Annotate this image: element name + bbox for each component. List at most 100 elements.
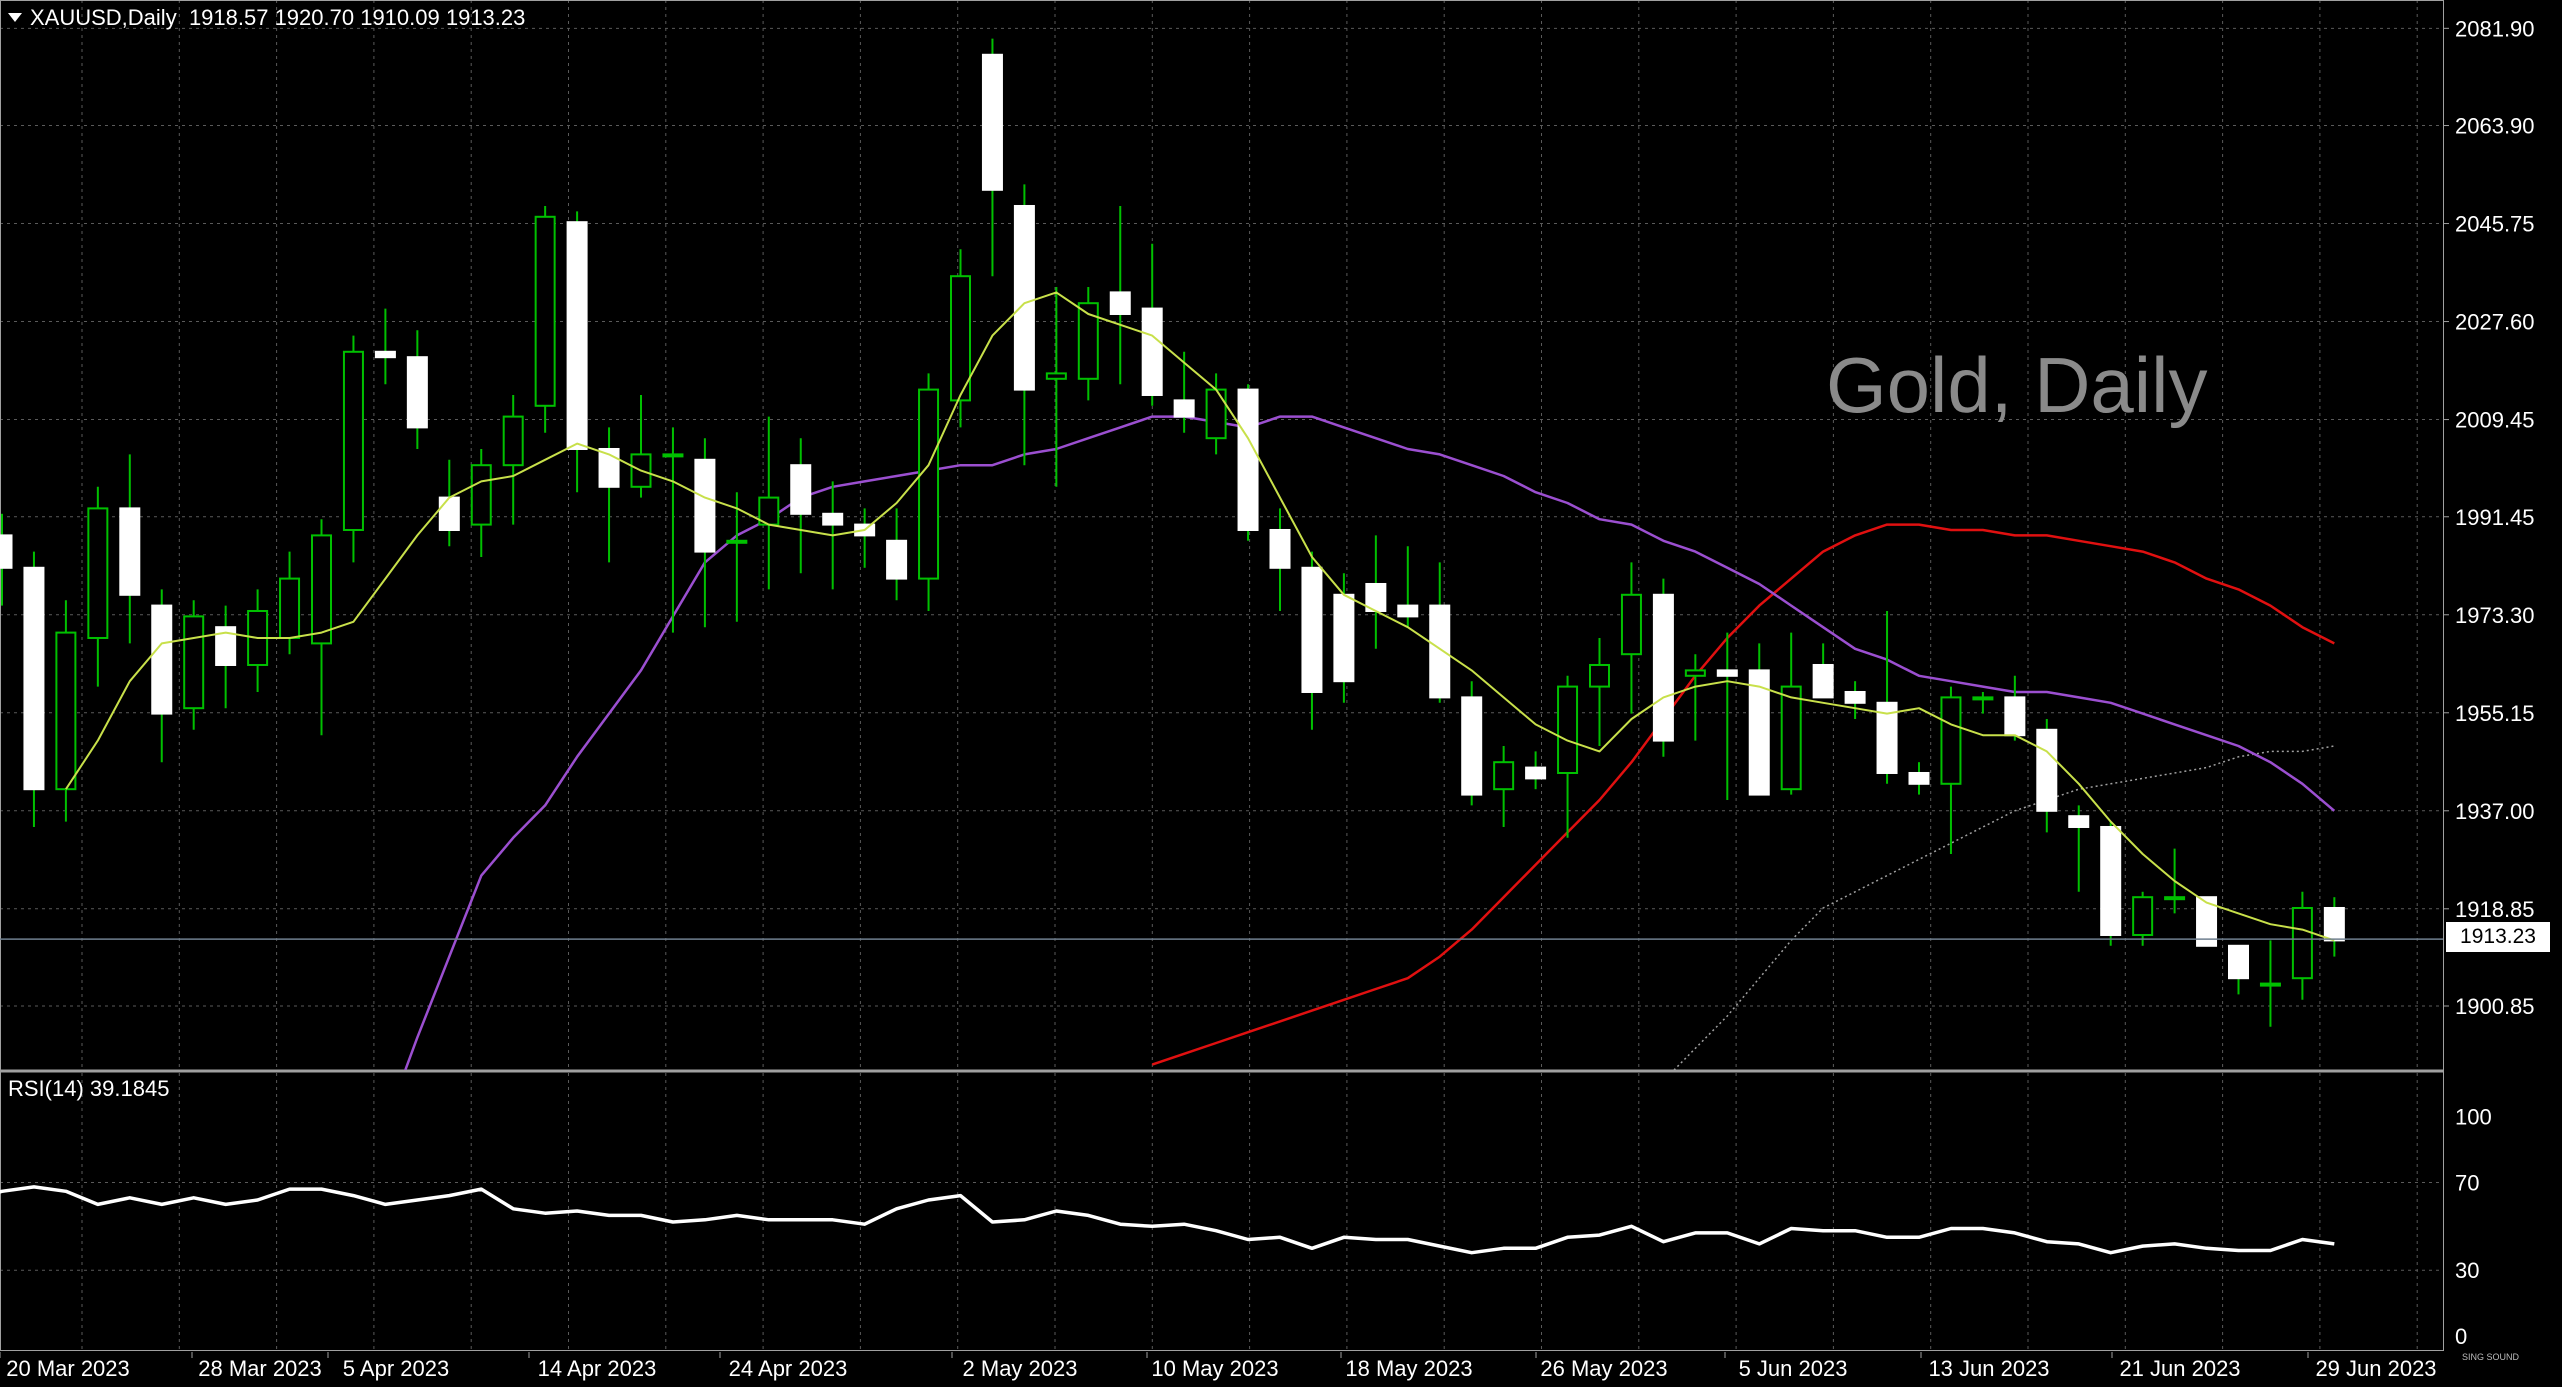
candle-body-down — [438, 496, 460, 531]
candle-body-up — [1972, 696, 1994, 701]
candle-body-down — [1748, 669, 1770, 796]
candle-body-up — [87, 507, 109, 639]
price-axis: 2081.90 2063.90 2045.75 2027.60 2009.45 1991.… — [2443, 16, 2535, 1019]
candle-body-down — [1876, 701, 1898, 774]
x-tick-label: 28 Mar 2023 — [198, 1356, 322, 1381]
candle-body-down — [1333, 593, 1355, 683]
candle-body-down — [981, 53, 1003, 191]
candle-body-down — [374, 350, 396, 359]
candle-body-down — [1397, 604, 1419, 618]
plot-border — [0, 0, 2444, 1351]
candle-body-down — [1013, 204, 1035, 391]
candle-body-down — [215, 626, 237, 666]
rsi-tick-label: 70 — [2455, 1170, 2479, 1195]
candle-body-up — [2291, 906, 2313, 980]
rsi-path — [0, 1185, 2335, 1255]
y-tick-label: 2009.45 — [2455, 408, 2535, 433]
x-tick-label: 21 Jun 2023 — [2119, 1356, 2240, 1381]
candle-body-up — [534, 215, 556, 407]
rsi-line — [0, 1185, 2335, 1255]
candle-body-down — [822, 512, 844, 526]
x-tick-label: 13 Jun 2023 — [1928, 1356, 2049, 1381]
ma-mid-line — [404, 415, 2336, 1070]
x-tick-label: 18 May 2023 — [1345, 1356, 1472, 1381]
candle-body-down — [1141, 307, 1163, 396]
candle-body-down — [790, 464, 812, 515]
candle-body-down — [1812, 663, 1834, 699]
current-price-tag: 1913.23 — [2446, 922, 2550, 952]
ma-fast-path — [65, 291, 2335, 942]
candle-body-down — [1301, 566, 1323, 693]
candle-body-up — [55, 631, 77, 791]
y-tick-label: 2063.90 — [2455, 114, 2535, 139]
x-tick-label: 5 Jun 2023 — [1739, 1356, 1848, 1381]
rsi-tick-label: 100 — [2455, 1105, 2492, 1130]
x-tick-label: 10 May 2023 — [1151, 1356, 1278, 1381]
y-tick-label: 1937.00 — [2455, 799, 2535, 824]
candle-body-down — [886, 539, 908, 580]
candle-body-down — [694, 458, 716, 553]
candle-body-up — [1620, 593, 1642, 656]
ma-mid-path — [404, 415, 2336, 1070]
candle-body-up — [183, 615, 205, 710]
ma-slow-path — [1151, 523, 2335, 1066]
candle-body-down — [1844, 690, 1866, 704]
candle-body-down — [406, 356, 428, 429]
candle-body-down — [1237, 388, 1259, 531]
candle-body-up — [1940, 696, 1962, 785]
candle-body-up — [662, 453, 684, 458]
y-tick-label: 2027.60 — [2455, 310, 2535, 335]
x-tick-label: 24 Apr 2023 — [729, 1356, 848, 1381]
candle-body-down — [1173, 399, 1195, 418]
candle-body-down — [1716, 669, 1738, 677]
candle-body-up — [1780, 685, 1802, 791]
candle-body-down — [151, 604, 173, 715]
y-tick-label: 1991.45 — [2455, 505, 2535, 530]
x-tick-label: 2 May 2023 — [963, 1356, 1078, 1381]
brand-logo: SING SOUND — [2462, 1352, 2520, 1362]
candle-body-up — [311, 534, 332, 645]
ma-long-line — [1672, 745, 2335, 1070]
candle-body-up — [1557, 685, 1579, 774]
candle-body-up — [342, 350, 364, 531]
chart-header: XAUUSD,Daily 1918.57 1920.70 1910.09 191… — [8, 5, 525, 31]
rsi-label: RSI(14) 39.1845 — [8, 1076, 170, 1101]
symbol-label: XAUUSD,Daily — [30, 5, 177, 30]
candle-body-down — [2004, 696, 2026, 737]
rsi-axis: 100 70 30 0 — [2455, 1105, 2492, 1349]
y-tick-label: 1973.30 — [2455, 603, 2535, 628]
candle-body-up — [502, 415, 524, 467]
candle-body-up — [1684, 669, 1706, 677]
x-tick-label: 29 Jun 2023 — [2315, 1356, 2436, 1381]
ohlc-values: 1918.57 1920.70 1910.09 1913.23 — [188, 5, 526, 30]
candle-body-down — [2068, 815, 2090, 828]
candle-body-up — [726, 539, 748, 544]
y-tick-label: 1918.85 — [2455, 897, 2535, 922]
time-axis: 20 Mar 2023 28 Mar 2023 5 Apr 2023 14 Apr 2… — [0, 1352, 2437, 1381]
candle-body-up — [2132, 896, 2154, 936]
candle-body-up — [1493, 761, 1515, 791]
candle-body-down — [0, 534, 13, 569]
ma-slow-line — [1151, 523, 2335, 1066]
x-tick-label: 5 Apr 2023 — [343, 1356, 449, 1381]
candle-body-down — [1109, 291, 1131, 315]
ma-long-path — [1672, 745, 2335, 1070]
y-tick-label: 1900.85 — [2455, 994, 2535, 1019]
y-tick-label: 2045.75 — [2455, 212, 2535, 237]
candle-body-down — [2100, 825, 2122, 936]
dropdown-triangle-icon[interactable] — [8, 13, 22, 22]
candle-body-up — [2259, 982, 2281, 987]
candlestick-series — [0, 38, 2345, 1027]
ma-fast-line — [65, 291, 2335, 942]
x-tick-label: 26 May 2023 — [1540, 1356, 1667, 1381]
candle-body-up — [918, 388, 940, 580]
candle-body-up — [950, 275, 971, 402]
candle-body-down — [2036, 728, 2058, 812]
candle-body-up — [1205, 388, 1227, 440]
chart-watermark: Gold, Daily — [1826, 341, 2208, 429]
candle-body-up — [1077, 302, 1099, 380]
candle-body-down — [566, 221, 588, 450]
chart-frame — [0, 0, 2444, 1351]
y-tick-label: 1955.15 — [2455, 701, 2535, 726]
